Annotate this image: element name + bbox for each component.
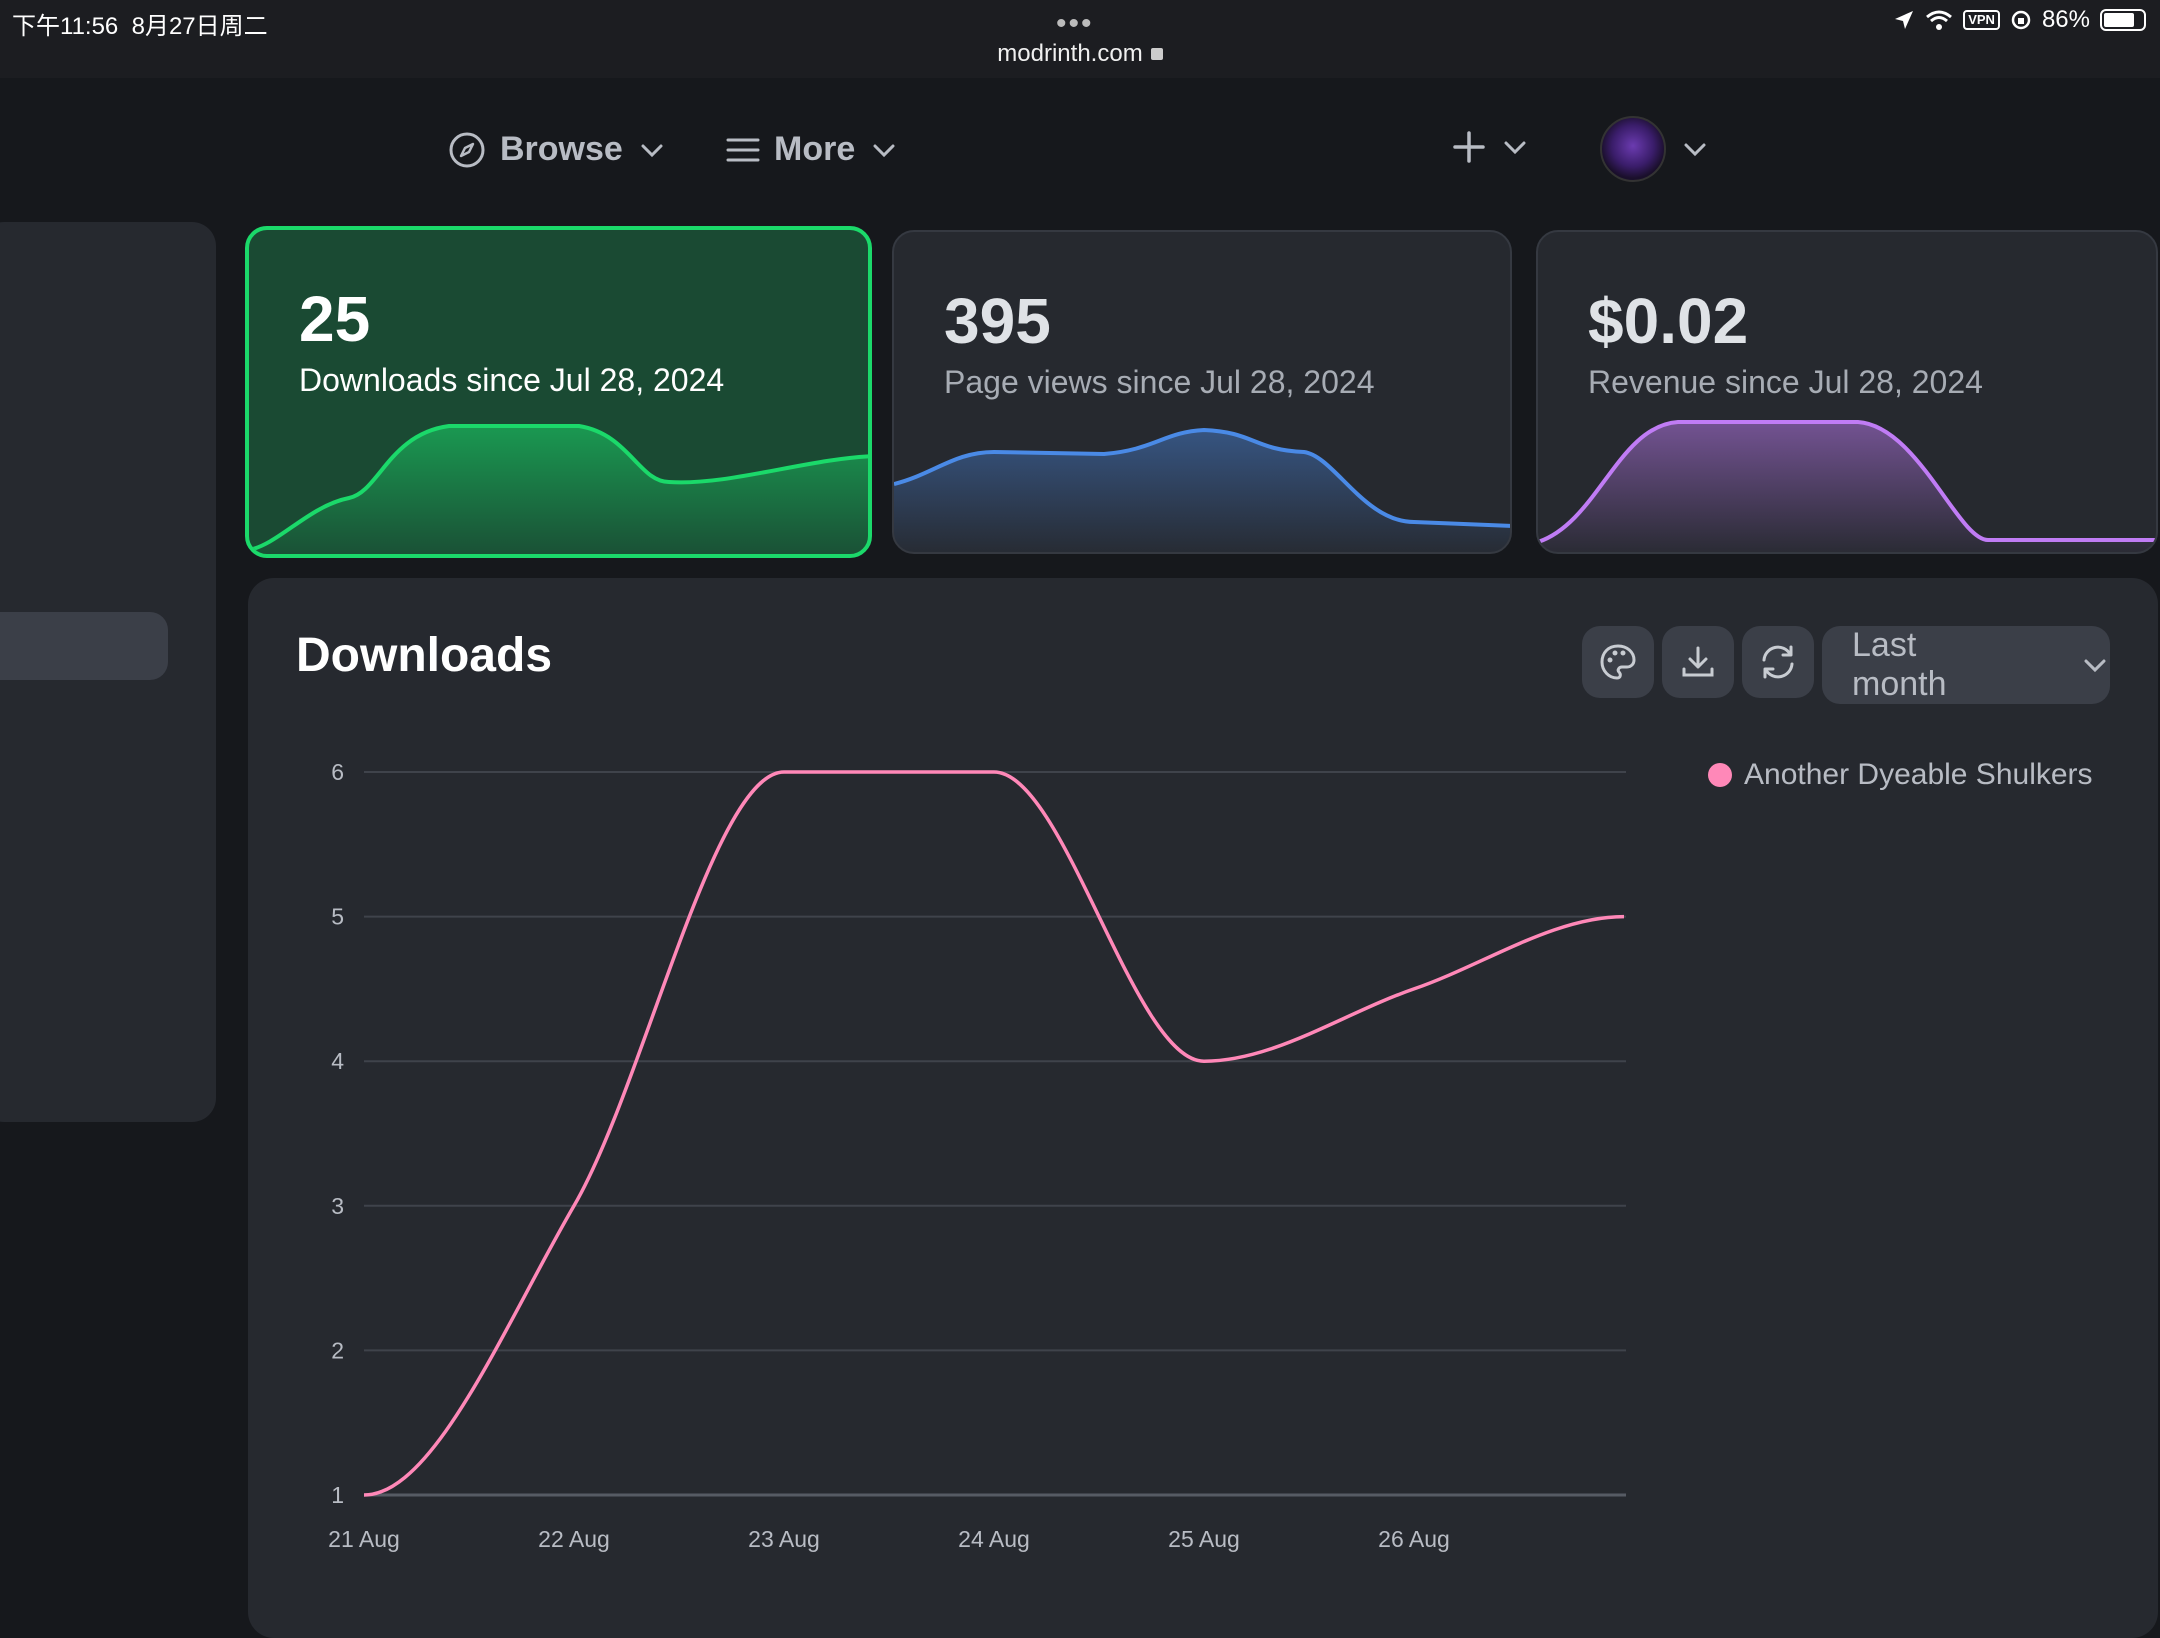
- page-views-card[interactable]: 395 Page views since Jul 28, 2024: [892, 230, 1512, 554]
- lock-icon: [1150, 48, 1163, 60]
- panel-title: Downloads: [296, 629, 553, 682]
- refresh-icon: [1762, 645, 1794, 679]
- user-menu[interactable]: [1600, 116, 1710, 182]
- more-label: More: [774, 130, 856, 168]
- status-time: 下午11:56 8月27日周二: [12, 13, 268, 40]
- revenue-label: Revenue since Jul 28, 2024: [1588, 364, 1983, 400]
- battery-percent: 86%: [2041, 6, 2090, 33]
- plus-icon: [1453, 131, 1485, 163]
- compass-icon: [449, 132, 485, 167]
- chevron-down-icon: [641, 144, 663, 157]
- y-tick-label: 4: [331, 1048, 344, 1074]
- more-menu[interactable]: More: [726, 130, 899, 169]
- hamburger-icon: [726, 138, 760, 161]
- revenue-sparkline: [1538, 420, 2156, 552]
- address-bar[interactable]: modrinth.com: [0, 40, 2160, 68]
- y-tick-label: 3: [331, 1193, 344, 1219]
- more-dots-icon[interactable]: •••: [1056, 7, 1094, 40]
- wifi-icon: [1926, 10, 1953, 30]
- x-tick-label: 24 Aug: [958, 1526, 1030, 1552]
- avatar: [1600, 116, 1666, 182]
- create-menu[interactable]: [1452, 130, 1530, 164]
- sidebar-item-selected[interactable]: [0, 612, 168, 680]
- vpn-badge: VPN: [1963, 10, 2000, 30]
- page-views-label: Page views since Jul 28, 2024: [944, 364, 1375, 400]
- x-tick-label: 26 Aug: [1378, 1526, 1450, 1552]
- chevron-down-icon: [2084, 659, 2106, 673]
- page-views-sparkline: [894, 427, 1510, 552]
- x-tick-label: 23 Aug: [748, 1526, 820, 1552]
- downloads-card[interactable]: 25 Downloads since Jul 28, 2024: [245, 226, 872, 558]
- page-views-value: 395: [944, 285, 1051, 357]
- y-tick-label: 2: [331, 1337, 344, 1363]
- refresh-button[interactable]: [1742, 626, 1814, 698]
- chevron-down-icon: [1504, 141, 1526, 155]
- downloads-chart: 1 2 3 4 5 6 21 Aug 22 Aug 23 Aug 24 Aug 25 Aug 26 A…: [328, 759, 1626, 1552]
- status-bar: 下午11:56 8月27日周二 ••• modrinth.com VPN 86%: [0, 0, 2160, 78]
- range-label: Last month: [1852, 626, 1947, 703]
- status-icons: VPN 86%: [1893, 6, 2146, 34]
- revenue-card[interactable]: $0.02 Revenue since Jul 28, 2024: [1536, 230, 2158, 554]
- downloads-value: 25: [299, 283, 371, 355]
- download-button[interactable]: [1662, 626, 1734, 698]
- browse-menu[interactable]: Browse: [448, 130, 667, 169]
- y-tick-label: 5: [331, 904, 344, 930]
- legend-label: Another Dyeable Shulkers: [1744, 758, 2093, 791]
- legend-swatch: [1708, 763, 1732, 787]
- revenue-value: $0.02: [1588, 285, 1749, 357]
- palette-button[interactable]: [1582, 626, 1654, 698]
- battery-icon: [2100, 9, 2146, 31]
- range-select[interactable]: Last month: [1822, 626, 2110, 704]
- x-tick-label: 21 Aug: [328, 1526, 400, 1552]
- series-line: [363, 770, 1625, 1497]
- y-tick-label: 1: [331, 1482, 344, 1508]
- chevron-down-icon: [873, 144, 895, 157]
- top-nav: Browse More: [0, 78, 2160, 224]
- downloads-panel: Downloads Last month Another Dyeable Shu…: [248, 578, 2158, 1638]
- browse-label: Browse: [500, 130, 623, 168]
- chevron-down-icon: [1684, 143, 1706, 157]
- palette-icon: [1600, 644, 1636, 680]
- downloads-label: Downloads since Jul 28, 2024: [299, 362, 725, 398]
- url-text: modrinth.com: [997, 40, 1143, 67]
- location-icon: [1895, 11, 1914, 29]
- orientation-lock-icon: [2011, 10, 2031, 30]
- downloads-sparkline: [249, 424, 868, 554]
- download-icon: [1682, 646, 1714, 677]
- x-tick-label: 25 Aug: [1168, 1526, 1240, 1552]
- x-tick-label: 22 Aug: [538, 1526, 610, 1552]
- chart-legend[interactable]: Another Dyeable Shulkers: [1708, 758, 2093, 792]
- y-tick-label: 6: [331, 759, 344, 785]
